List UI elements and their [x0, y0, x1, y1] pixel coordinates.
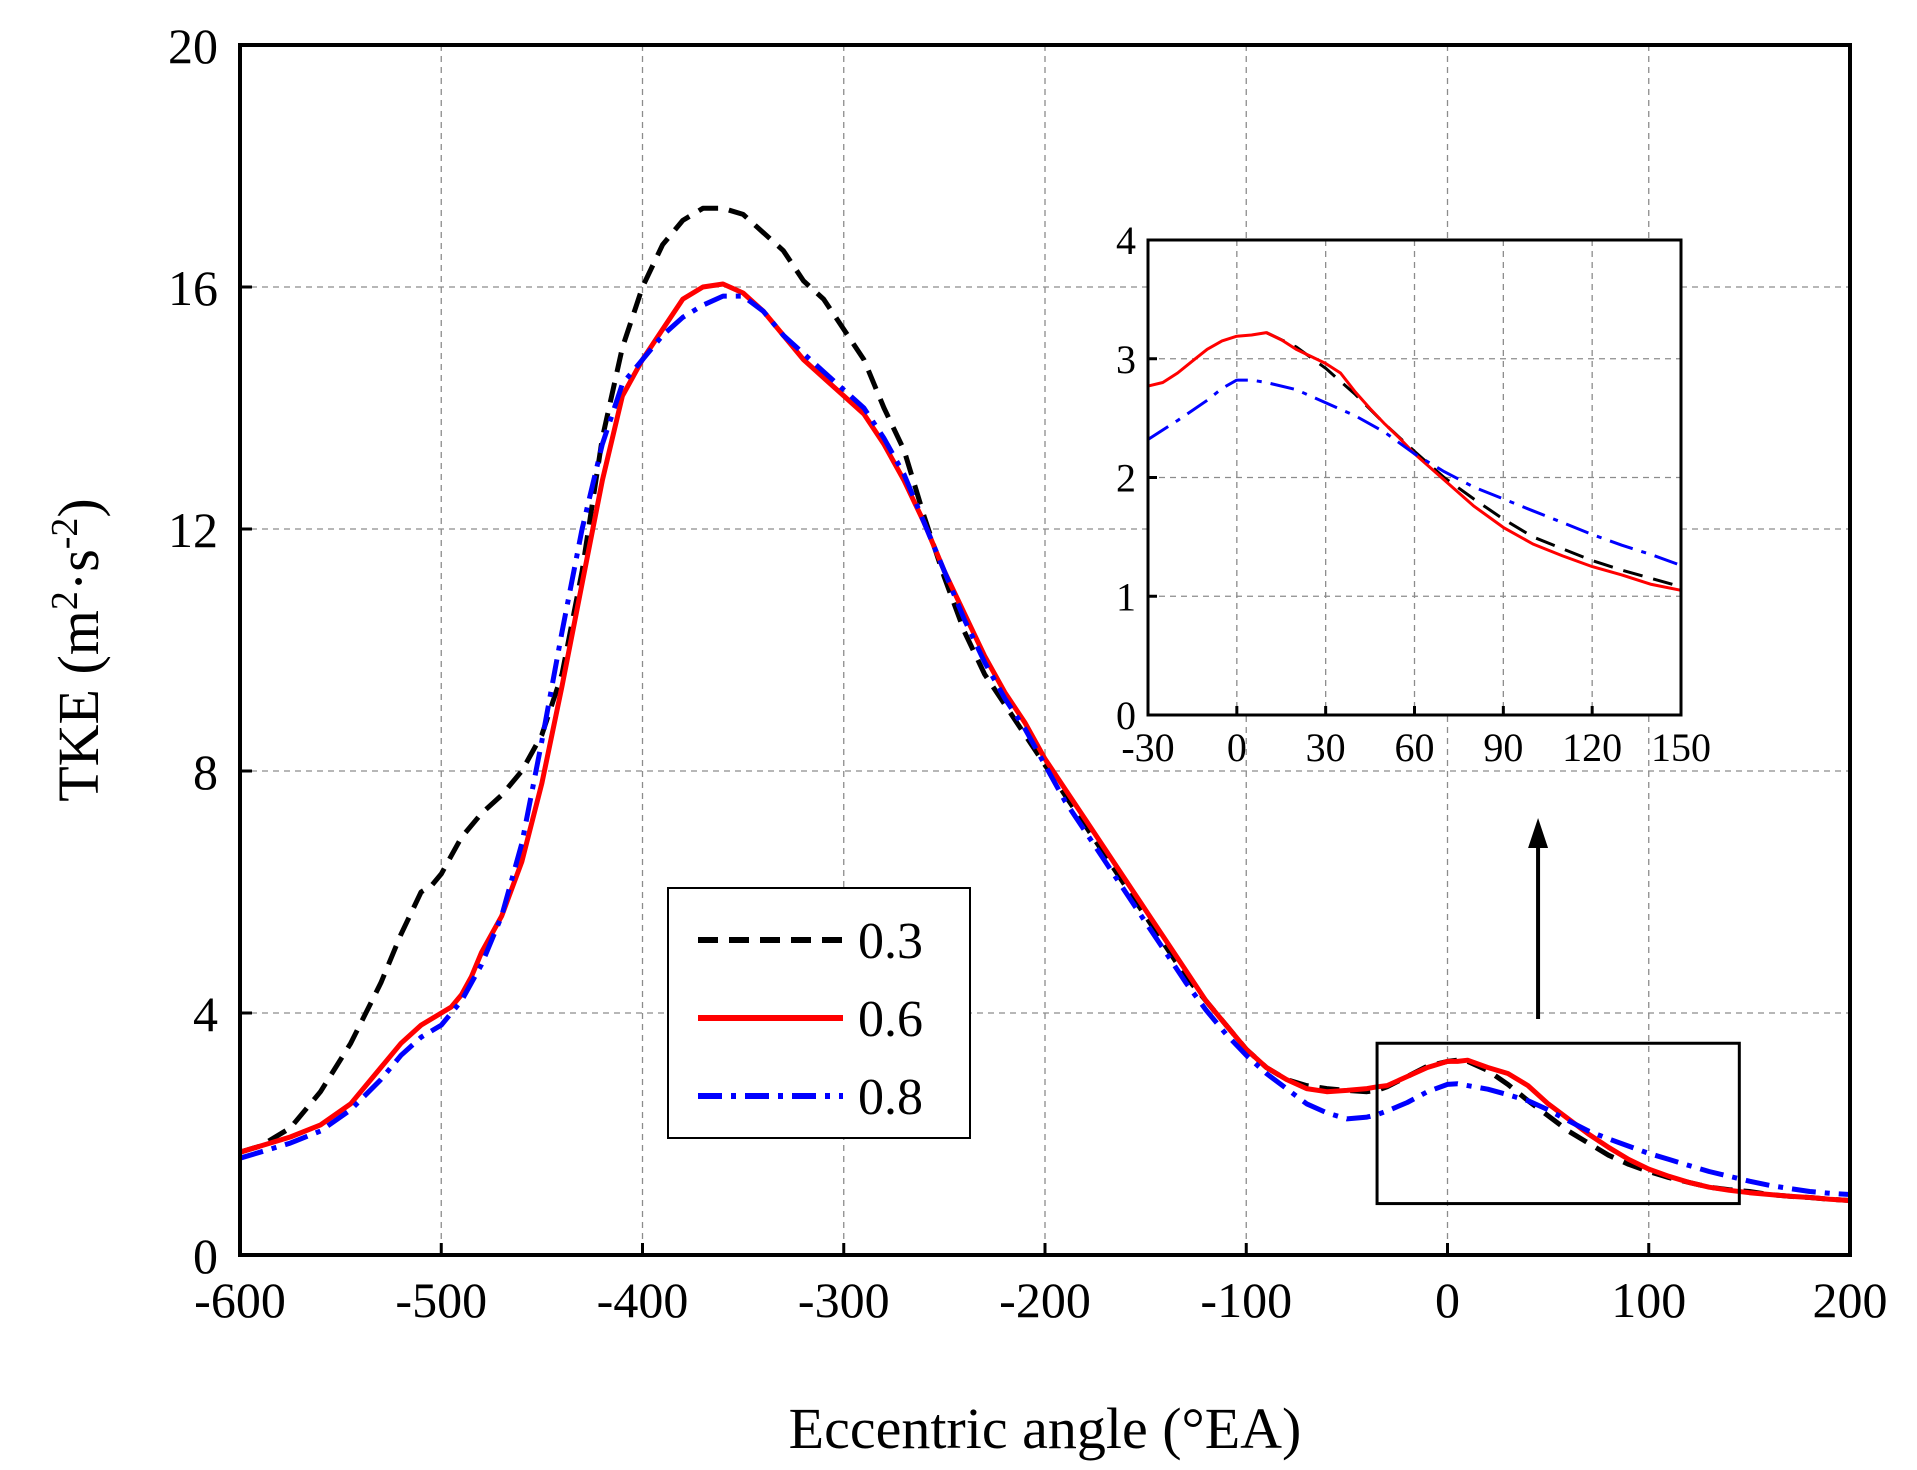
y-axis-label-mid: ·s: [46, 549, 111, 591]
main-series-group: [239, 205, 1851, 1203]
inset-series-line-0-8: [1147, 378, 1682, 567]
zoom-arrow: [1528, 818, 1549, 1020]
inset-x-tick-label: 150: [1651, 725, 1711, 770]
main-series-line-0-8: [239, 293, 1851, 1197]
y-axis-label-end: ): [46, 498, 111, 517]
y-axis-label: TKE (m2·s-2): [44, 498, 111, 802]
main-y-tick-label: 12: [168, 502, 218, 558]
main-x-tick-label: 200: [1813, 1272, 1888, 1328]
inset-series-line-0-6: [1147, 331, 1682, 592]
main-y-tick-label: 8: [193, 744, 218, 800]
legend: 0.3 0.6 0.8: [667, 887, 971, 1139]
inset-y-tick-label: 3: [1116, 337, 1136, 382]
main-y-tick-label: 20: [168, 18, 218, 74]
legend-label: 0.8: [858, 1069, 923, 1126]
main-x-tick-label: -400: [597, 1272, 689, 1328]
main-x-tick-label: -300: [798, 1272, 890, 1328]
main-x-tick-label: 0: [1435, 1272, 1460, 1328]
main-x-tick-label: -500: [395, 1272, 487, 1328]
zoom-region-box: [1375, 1041, 1741, 1206]
y-axis-label-sup2: -2: [44, 518, 86, 550]
inset-y-tick-label: 1: [1116, 574, 1136, 619]
inset-y-tick-label: 2: [1116, 456, 1136, 501]
inset-x-tick-label: -30: [1121, 725, 1174, 770]
inset-grid: [1148, 240, 1681, 715]
inset-x-tick-label: 0: [1227, 725, 1247, 770]
main-x-tick-label: -200: [999, 1272, 1091, 1328]
y-axis-label-main: TKE (m: [46, 610, 111, 802]
inset-y-tick-label: 4: [1116, 218, 1136, 263]
y-axis-label-sup1: 2: [44, 591, 86, 610]
legend-box: [667, 887, 971, 1139]
inset-x-tick-label: 120: [1562, 725, 1622, 770]
zoom-arrow-head: [1528, 818, 1549, 848]
inset-y-tick-label: 0: [1116, 693, 1136, 738]
inset-x-tick-label: 60: [1395, 725, 1435, 770]
inset-x-tick-label: 30: [1306, 725, 1346, 770]
x-axis-label: Eccentric angle (°EA): [789, 1396, 1302, 1461]
main-series-line-0-3: [239, 205, 1851, 1203]
main-y-tick-label: 0: [193, 1228, 218, 1284]
main-y-tick-label: 4: [193, 986, 218, 1042]
main-x-tick-label: 100: [1611, 1272, 1686, 1328]
inset-x-tick-label: 90: [1483, 725, 1523, 770]
main-y-tick-label: 16: [168, 260, 218, 316]
legend-label: 0.3: [858, 913, 923, 970]
main-x-tick-label: -100: [1200, 1272, 1292, 1328]
main-x-tick-label: -600: [194, 1272, 286, 1328]
inset-series-line-0-3: [1265, 331, 1682, 589]
inset-series-group: [1147, 331, 1682, 592]
legend-label: 0.6: [858, 991, 923, 1048]
